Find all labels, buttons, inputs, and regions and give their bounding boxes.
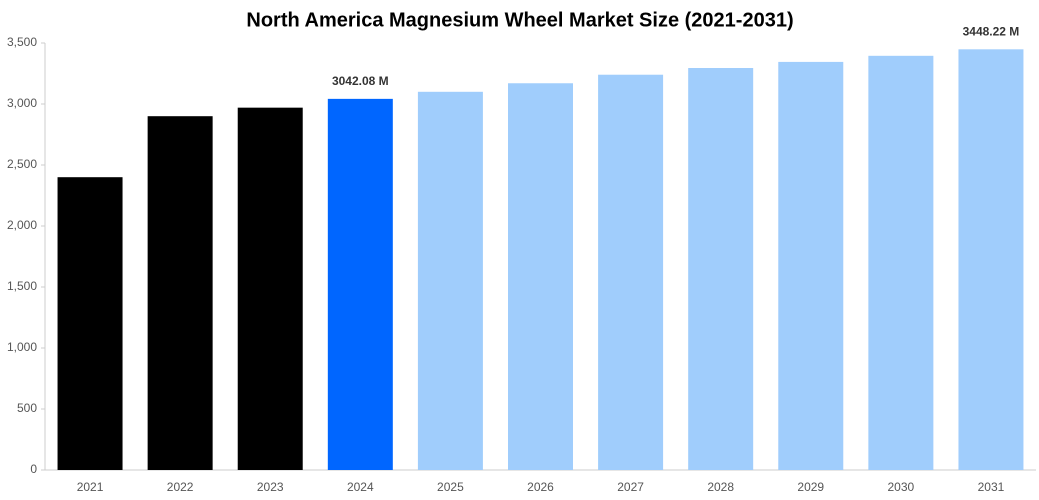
y-tick-label: 1,000 — [7, 340, 37, 354]
y-tick-label: 3,000 — [7, 96, 37, 110]
x-tick-label: 2026 — [527, 480, 554, 494]
x-tick-label: 2022 — [167, 480, 194, 494]
bar — [778, 61, 844, 470]
x-tick-label: 2025 — [437, 480, 464, 494]
bar — [508, 83, 573, 470]
x-tick-label: 2024 — [347, 480, 374, 494]
x-tick-label: 2031 — [978, 480, 1005, 494]
x-tick-label: 2029 — [797, 480, 824, 494]
bar — [868, 55, 934, 471]
x-tick-label: 2028 — [707, 480, 734, 494]
y-tick-label: 1,500 — [7, 279, 37, 293]
value-label: 3448.22 M — [963, 24, 1020, 38]
x-tick-label: 2021 — [77, 480, 104, 494]
bar — [327, 98, 393, 470]
bar — [57, 177, 123, 470]
bar — [417, 91, 483, 471]
value-label: 3042.08 M — [332, 74, 389, 88]
y-tick-label: 3,500 — [7, 35, 37, 49]
x-tick-label: 2030 — [888, 480, 915, 494]
y-tick-label: 2,000 — [7, 218, 37, 232]
x-tick-label: 2027 — [617, 480, 644, 494]
bar — [688, 68, 754, 470]
bar — [958, 49, 1024, 470]
bar — [598, 74, 664, 470]
bar — [147, 116, 213, 470]
y-tick-label: 2,500 — [7, 157, 37, 171]
y-tick-label: 500 — [17, 401, 37, 415]
chart-title: North America Magnesium Wheel Market Siz… — [246, 9, 793, 31]
y-tick-label: 0 — [30, 462, 37, 476]
x-tick-label: 2023 — [257, 480, 284, 494]
bar — [237, 107, 303, 470]
